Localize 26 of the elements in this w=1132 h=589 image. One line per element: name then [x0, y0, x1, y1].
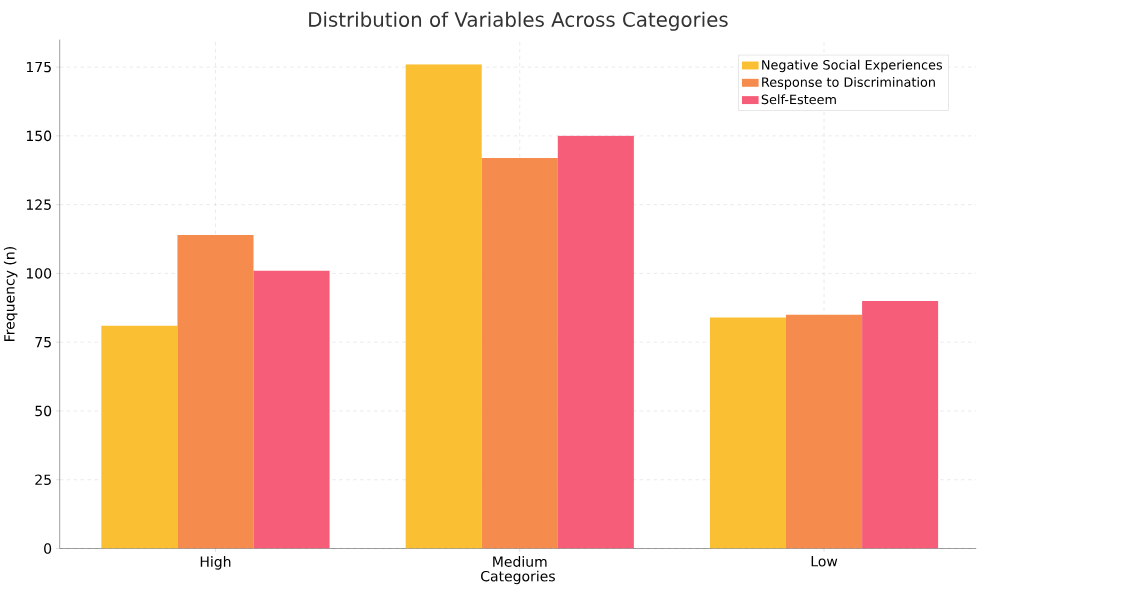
bar: [786, 314, 863, 549]
legend-label: Negative Social Experiences: [762, 59, 943, 73]
bar: [862, 300, 939, 549]
y-tick-label: 50: [35, 405, 52, 417]
x-tick-label: Low: [811, 555, 838, 567]
bar: [177, 234, 254, 549]
chart-title: Distribution of Variables Across Categories: [309, 11, 728, 31]
y-axis-title: Frequency (n): [3, 246, 18, 341]
legend-label: Self-Esteem: [761, 94, 836, 105]
y-tick-label: 0: [44, 543, 52, 554]
bar: [405, 64, 482, 549]
legend-label: Response to Discrimination: [762, 76, 935, 90]
y-tick-label: 25: [35, 474, 51, 485]
x-axis-title: Categories: [481, 570, 555, 585]
y-tick-label: 125: [26, 199, 51, 210]
y-tick-label: 150: [26, 130, 52, 142]
x-tick-label: High: [200, 555, 231, 570]
bar: [481, 157, 558, 549]
y-tick-label: 75: [35, 336, 51, 348]
bar: [253, 270, 330, 549]
bar: [557, 135, 634, 549]
x-tick-label: Medium: [493, 555, 547, 567]
y-tick-label: 175: [26, 61, 51, 73]
bar: [709, 317, 787, 549]
y-tick-label: 100: [26, 268, 52, 279]
bar: [101, 325, 178, 549]
